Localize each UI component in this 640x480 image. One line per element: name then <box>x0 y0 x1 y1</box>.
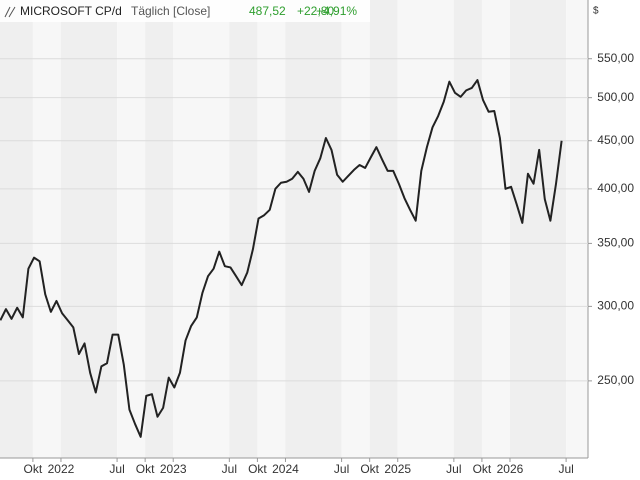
x-tick-label: Jul <box>109 462 124 476</box>
y-tick-label: 400,00 <box>597 181 634 195</box>
y-tick-label: 550,00 <box>597 51 634 65</box>
header-bg <box>0 0 370 22</box>
x-tick-label: Jul <box>446 462 461 476</box>
band <box>173 0 230 458</box>
band <box>509 0 567 458</box>
band <box>369 0 398 458</box>
x-tick-label: Jul <box>222 462 237 476</box>
plot <box>0 79 563 438</box>
band <box>145 0 174 458</box>
background <box>0 0 588 458</box>
band <box>229 0 258 458</box>
price-line <box>0 79 563 438</box>
x-tick-label: Okt <box>248 462 267 476</box>
y-tick-label: 300,00 <box>597 299 634 313</box>
x-tick-label: Jul <box>334 462 349 476</box>
x-tick-label: Okt <box>136 462 155 476</box>
band <box>453 0 482 458</box>
last-price: 487,52 <box>249 4 286 18</box>
band <box>341 0 370 458</box>
x-tick-label: Jul <box>558 462 573 476</box>
y-tick-label: 350,00 <box>597 236 634 250</box>
x-tick-label: 2022 <box>48 462 75 476</box>
band <box>60 0 118 458</box>
x-tick-label: Okt <box>473 462 492 476</box>
y-tick-label: 500,00 <box>597 90 634 104</box>
change: +22,80 <box>297 4 334 18</box>
x-tick-label: Okt <box>360 462 379 476</box>
logo <box>4 6 16 18</box>
band <box>257 0 286 458</box>
band <box>117 0 146 458</box>
interval: Täglich [Close] <box>131 4 210 18</box>
change-pct: +4,91% <box>316 4 357 18</box>
y-axis-unit: $ <box>593 6 599 17</box>
x-tick-label: 2025 <box>384 462 411 476</box>
band <box>481 0 510 458</box>
band <box>285 0 342 458</box>
band <box>566 0 588 458</box>
y-tick-label: 450,00 <box>597 133 634 147</box>
chart-title: MICROSOFT CP/d <box>20 4 122 18</box>
x-tick-label: 2023 <box>160 462 187 476</box>
x-tick-label: 2026 <box>497 462 524 476</box>
band <box>32 0 61 458</box>
y-tick-label: 250,00 <box>597 373 634 387</box>
band <box>397 0 454 458</box>
x-tick-label: Okt <box>24 462 43 476</box>
band <box>0 0 33 458</box>
x-tick-label: 2024 <box>272 462 299 476</box>
